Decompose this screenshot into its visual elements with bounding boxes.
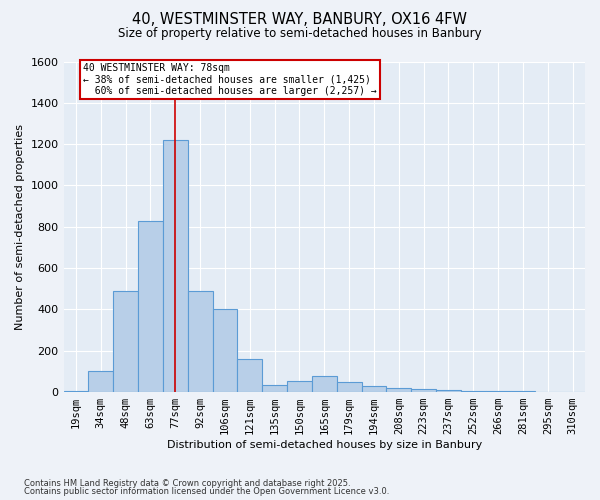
Bar <box>386 388 411 392</box>
Bar <box>436 390 461 392</box>
Bar <box>188 291 212 392</box>
Bar <box>362 386 386 392</box>
Text: Contains public sector information licensed under the Open Government Licence v3: Contains public sector information licen… <box>24 487 389 496</box>
Bar <box>485 391 511 392</box>
Text: 40, WESTMINSTER WAY, BANBURY, OX16 4FW: 40, WESTMINSTER WAY, BANBURY, OX16 4FW <box>133 12 467 28</box>
Text: Size of property relative to semi-detached houses in Banbury: Size of property relative to semi-detach… <box>118 28 482 40</box>
Bar <box>411 389 436 392</box>
Bar <box>337 382 362 392</box>
Bar <box>312 376 337 392</box>
Bar <box>287 380 312 392</box>
Bar <box>113 291 138 392</box>
Bar <box>64 391 88 392</box>
Bar <box>138 220 163 392</box>
X-axis label: Distribution of semi-detached houses by size in Banbury: Distribution of semi-detached houses by … <box>167 440 482 450</box>
Bar <box>163 140 188 392</box>
Y-axis label: Number of semi-detached properties: Number of semi-detached properties <box>15 124 25 330</box>
Bar <box>212 310 238 392</box>
Bar <box>262 385 287 392</box>
Bar <box>88 372 113 392</box>
Bar <box>461 391 485 392</box>
Text: 40 WESTMINSTER WAY: 78sqm
← 38% of semi-detached houses are smaller (1,425)
  60: 40 WESTMINSTER WAY: 78sqm ← 38% of semi-… <box>83 62 377 96</box>
Text: Contains HM Land Registry data © Crown copyright and database right 2025.: Contains HM Land Registry data © Crown c… <box>24 478 350 488</box>
Bar <box>238 359 262 392</box>
